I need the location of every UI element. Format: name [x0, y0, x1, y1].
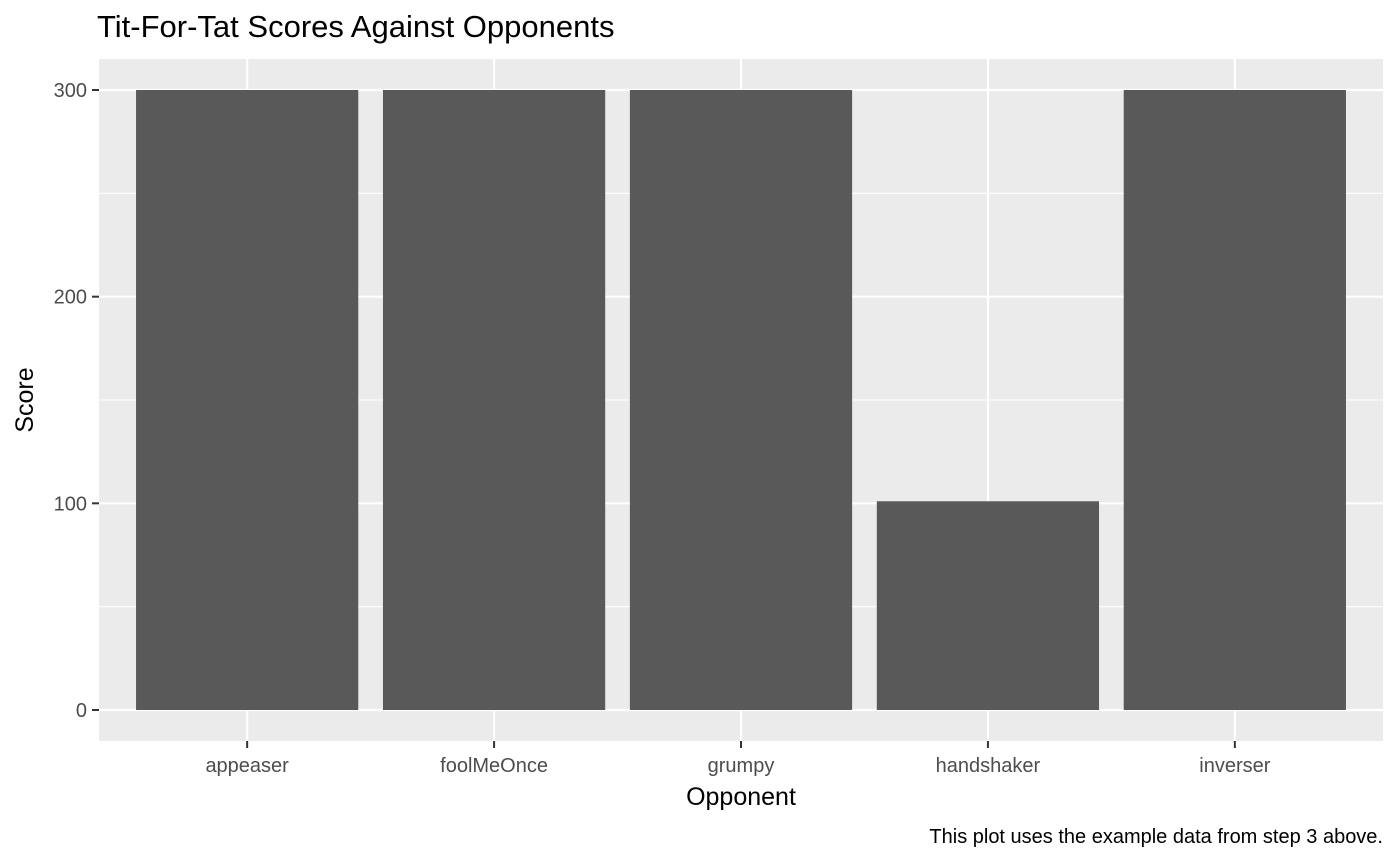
bar-handshaker — [876, 501, 1100, 710]
y-axis: 0 100 200 300 — [54, 80, 99, 722]
y-tick-label: 100 — [54, 493, 87, 515]
bar-grumpy — [629, 90, 853, 710]
y-tick-label: 200 — [54, 287, 87, 309]
x-axis: appeaser foolMeOnce grumpy handshaker invers… — [205, 741, 1271, 777]
bars — [136, 90, 1346, 710]
chart-title: Tit-For-Tat Scores Against Opponents — [97, 9, 614, 44]
x-tick-label: handshaker — [936, 755, 1041, 777]
x-axis-title: Opponent — [686, 783, 796, 811]
y-axis-title: Score — [11, 367, 39, 432]
x-tick-label: appeaser — [205, 755, 289, 777]
y-tick-label: 300 — [54, 80, 87, 102]
y-tick-label: 0 — [76, 700, 87, 722]
bar-appeaser — [136, 90, 359, 710]
x-tick-label: inverser — [1199, 755, 1270, 777]
bar-inverser — [1123, 90, 1346, 710]
x-tick-label: foolMeOnce — [440, 755, 548, 777]
chart-caption: This plot uses the example data from ste… — [929, 826, 1383, 848]
bar-foolMeOnce — [382, 90, 606, 710]
x-tick-label: grumpy — [708, 755, 775, 777]
